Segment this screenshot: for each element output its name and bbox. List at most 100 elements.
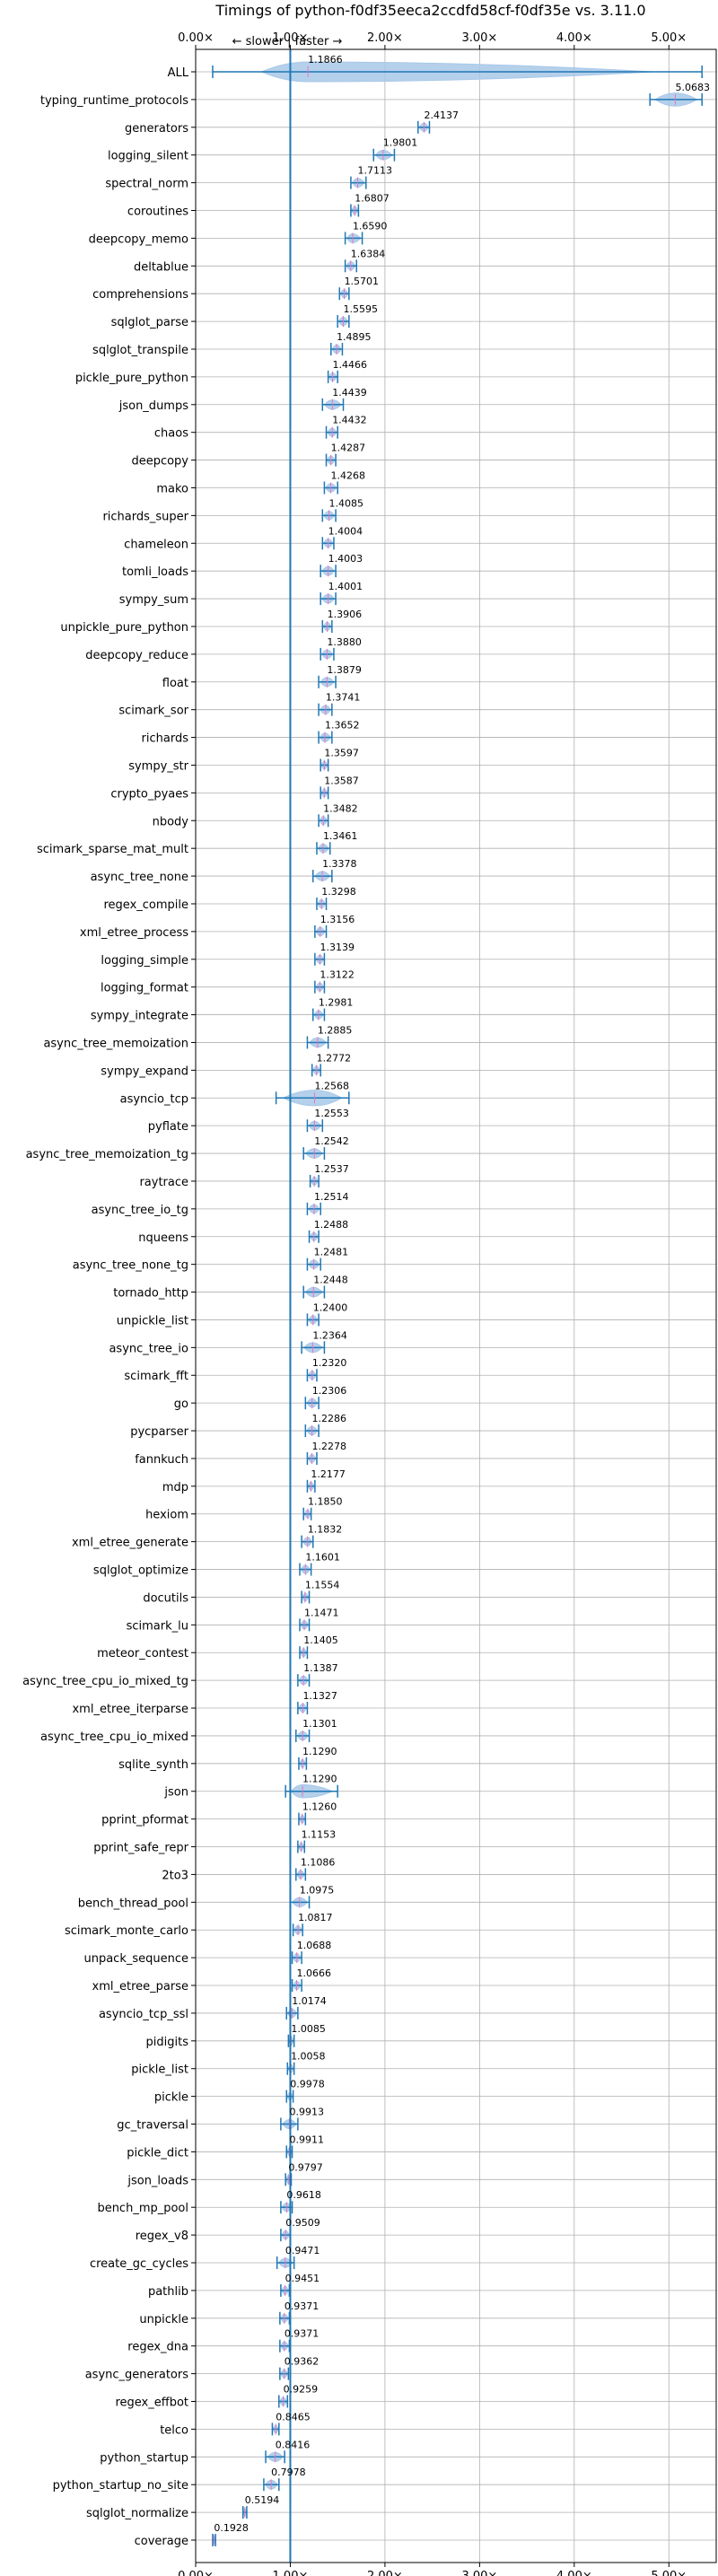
benchmark-label: typing_runtime_protocols xyxy=(40,94,188,108)
benchmark-label: richards xyxy=(142,732,189,746)
benchmark-label: pickle_pure_python xyxy=(75,372,188,385)
value-label: 1.2320 xyxy=(312,1357,347,1369)
benchmark-label: go xyxy=(174,1398,188,1411)
benchmark-label: tornado_http xyxy=(113,1287,188,1301)
value-label: 1.3880 xyxy=(327,636,362,648)
value-label: 1.2537 xyxy=(314,1163,349,1175)
value-label: 0.9371 xyxy=(285,2300,320,2312)
value-label: 1.2286 xyxy=(312,1413,347,1424)
value-label: 0.9618 xyxy=(286,2189,321,2201)
benchmark-label: sqlite_synth xyxy=(118,1758,188,1772)
benchmark-label: hexiom xyxy=(145,1509,188,1522)
benchmark-label: sympy_expand xyxy=(101,1065,188,1078)
benchmark-label: sqlglot_normalize xyxy=(86,2507,188,2520)
benchmark-label: json xyxy=(163,1786,188,1800)
benchmark-label: sympy_sum xyxy=(119,593,188,607)
value-label: 1.3298 xyxy=(321,886,356,898)
benchmark-label: generators xyxy=(125,122,188,136)
value-label: 1.0666 xyxy=(296,1967,331,1979)
benchmark-label: asyncio_tcp xyxy=(120,1092,188,1106)
value-label: 0.9259 xyxy=(284,2384,319,2396)
value-label: 0.9797 xyxy=(288,2161,323,2173)
value-label: 1.2278 xyxy=(311,1441,346,1452)
value-label: 1.3156 xyxy=(320,914,355,925)
chart-title: Timings of python-f0df35eeca2ccdfd58cf-f… xyxy=(215,2,645,19)
value-label: 1.4432 xyxy=(332,415,367,426)
benchmark-label: mako xyxy=(156,482,188,495)
benchmark-label: async_tree_cpu_io_mixed_tg xyxy=(22,1675,188,1688)
tick-layer: 0.00× 0.00× 1.00× 1.00× 2.00× 2.00× 3.00× 3.00×… xyxy=(178,31,687,2576)
benchmark-label: pickle_list xyxy=(131,2063,188,2077)
x-tick-label-bottom: 0.00× xyxy=(178,2570,214,2576)
value-label: 1.5701 xyxy=(345,276,380,287)
value-label: 1.2177 xyxy=(311,1468,346,1480)
value-label: 1.2772 xyxy=(317,1052,352,1064)
value-label: 0.7978 xyxy=(271,2466,306,2478)
value-label: 0.9471 xyxy=(285,2245,320,2256)
benchmark-label: raytrace xyxy=(139,1176,188,1189)
benchmark-label: sqlglot_transpile xyxy=(92,344,188,357)
x-tick-label-bottom: 4.00× xyxy=(556,2570,592,2576)
value-label: 0.1928 xyxy=(214,2522,249,2534)
benchmark-label: async_tree_none xyxy=(91,871,188,884)
value-label: 1.2481 xyxy=(314,1247,349,1258)
value-label: 1.7113 xyxy=(357,165,392,177)
value-label: 1.3597 xyxy=(324,747,359,758)
benchmark-label: logging_simple xyxy=(101,954,188,968)
value-label: 1.1301 xyxy=(302,1718,337,1730)
benchmark-label: unpack_sequence xyxy=(83,1952,188,1966)
value-label: 1.0174 xyxy=(292,1995,327,2007)
value-label: 1.3378 xyxy=(322,858,357,870)
benchmark-label: pprint_pformat xyxy=(101,1814,188,1827)
value-label: 1.1866 xyxy=(308,54,343,66)
benchmark-label: coverage xyxy=(135,2535,188,2548)
x-tick-label-bottom: 1.00× xyxy=(273,2570,309,2576)
value-label: 0.9451 xyxy=(285,2273,320,2284)
grid-layer xyxy=(195,49,716,2563)
value-label: 1.2364 xyxy=(312,1329,347,1341)
benchmark-label: nqueens xyxy=(138,1231,188,1245)
value-label: 1.0975 xyxy=(300,1884,335,1896)
benchmark-label: async_tree_none_tg xyxy=(73,1259,188,1273)
label-layer: ALL typing_runtime_protocols generators log… xyxy=(22,54,710,2548)
value-label: 0.9362 xyxy=(285,2356,320,2368)
benchmark-label: meteor_contest xyxy=(97,1647,188,1660)
benchmark-label: fannkuch xyxy=(135,1453,188,1467)
x-tick-label-bottom: 5.00× xyxy=(651,2570,687,2576)
benchmark-label: chaos xyxy=(154,427,188,441)
benchmark-label: async_tree_io_tg xyxy=(92,1204,188,1217)
value-label: 1.4439 xyxy=(332,387,367,399)
x-tick-label-top: 2.00× xyxy=(367,31,403,45)
value-label: 0.8465 xyxy=(276,2411,311,2423)
benchmark-label: unpickle_pure_python xyxy=(60,621,188,635)
value-label: 1.1290 xyxy=(302,1746,337,1757)
value-label: 1.1554 xyxy=(305,1579,340,1590)
value-label: 1.4895 xyxy=(337,331,372,343)
benchmark-label: unpickle_list xyxy=(117,1314,188,1327)
benchmark-label: pycparser xyxy=(130,1425,188,1439)
value-label: 1.4268 xyxy=(330,469,365,481)
benchmark-label: regex_compile xyxy=(103,898,188,912)
value-label: 0.9978 xyxy=(290,2079,325,2090)
benchmark-label: coroutines xyxy=(127,205,188,218)
value-label: 2.4137 xyxy=(425,110,460,121)
value-label: 1.3461 xyxy=(323,830,358,842)
value-label: 1.3587 xyxy=(324,775,359,786)
benchmark-label: tomli_loads xyxy=(122,565,188,579)
benchmark-label: float xyxy=(162,677,188,690)
benchmark-label: create_gc_cycles xyxy=(90,2257,188,2271)
value-label: 1.1405 xyxy=(303,1634,338,1646)
benchmark-label: regex_v8 xyxy=(136,2230,188,2243)
benchmark-label: scimark_monte_carlo xyxy=(65,1924,188,1938)
value-label: 1.1601 xyxy=(305,1552,340,1564)
value-label: 1.1327 xyxy=(302,1690,337,1702)
value-label: 1.1387 xyxy=(303,1662,338,1674)
value-label: 1.6807 xyxy=(355,192,390,204)
value-label: 1.3482 xyxy=(323,802,358,814)
benchmark-label: deltablue xyxy=(134,260,188,274)
value-label: 1.3139 xyxy=(320,942,355,953)
value-label: 0.8416 xyxy=(276,2439,311,2450)
benchmark-label: pickle_dict xyxy=(127,2146,188,2160)
x-tick-label-top: 5.00× xyxy=(651,31,687,45)
